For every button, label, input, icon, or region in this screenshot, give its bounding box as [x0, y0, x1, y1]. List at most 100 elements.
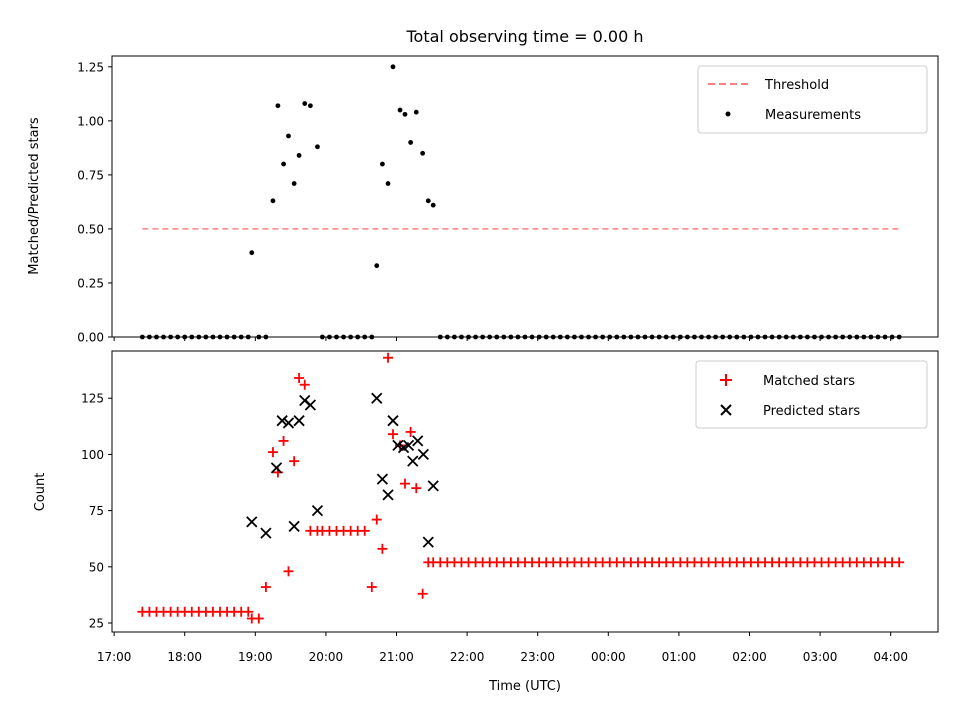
measurement-point: [607, 334, 613, 340]
measurement-point: [727, 334, 733, 340]
measurement-point: [628, 334, 634, 340]
measurement-point: [275, 103, 281, 109]
measurement-point: [642, 334, 648, 340]
predicted-star-point: [407, 455, 419, 467]
measurement-point: [379, 161, 385, 167]
measurement-point: [783, 334, 789, 340]
measurement-point: [663, 334, 669, 340]
measurement-point: [348, 334, 354, 340]
x-tick-label: 02:00: [732, 650, 767, 664]
bottom-y-tick-label: 50: [89, 560, 104, 574]
measurement-point: [826, 334, 831, 340]
bottom-legend: Matched stars Predicted stars: [695, 360, 928, 429]
measurement-point: [302, 101, 308, 106]
measurement-point: [713, 334, 719, 340]
measurement-point: [593, 334, 598, 340]
measurement-point: [390, 64, 396, 70]
predicted-star-point: [417, 448, 429, 461]
measurement-point: [413, 109, 419, 115]
measurement-point: [263, 334, 269, 340]
bottom-y-axis-label: Count: [33, 473, 48, 512]
measurement-point: [420, 150, 426, 156]
measurement-point: [444, 334, 450, 340]
predicted-star-point: [246, 516, 258, 528]
measurement-point: [819, 334, 824, 340]
measurement-point: [494, 334, 500, 340]
measurement-point: [614, 334, 620, 340]
measurement-point: [762, 334, 768, 340]
legend-predicted-swatch: [720, 404, 732, 416]
measurement-point: [692, 334, 697, 340]
measurement-point: [139, 334, 145, 340]
measurement-point: [327, 334, 332, 340]
predicted-star-point: [402, 439, 415, 452]
predicted-star-point: [427, 480, 439, 492]
matched-star-point: [260, 582, 271, 593]
measurement-point: [600, 334, 606, 340]
top-y-tick-label: 0.25: [77, 276, 104, 290]
measurement-point: [425, 198, 431, 204]
matched-star-point: [894, 557, 905, 568]
measurement-point: [196, 334, 202, 340]
measurement-point: [168, 334, 173, 340]
measurement-point: [281, 161, 286, 167]
predicted-star-point: [371, 392, 383, 404]
measurement-point: [847, 334, 853, 340]
measurement-point: [635, 334, 641, 340]
bottom-plot-area: [137, 352, 905, 624]
measurement-point: [522, 334, 528, 340]
matched-star-point: [359, 525, 370, 536]
matched-star-point: [383, 352, 394, 363]
measurement-point: [402, 111, 408, 117]
measurement-point: [621, 334, 627, 340]
top-y-axis-label: Matched/Predicted stars: [27, 117, 42, 275]
measurement-point: [369, 334, 375, 340]
legend-matched-label: Matched stars: [763, 374, 855, 389]
measurement-point: [543, 334, 549, 340]
predicted-star-point: [376, 473, 389, 485]
matched-star-point: [417, 588, 428, 599]
measurement-point: [175, 334, 181, 340]
measurement-point: [210, 334, 216, 340]
measurement-point: [529, 334, 535, 340]
measurement-point: [147, 334, 152, 340]
measurement-point: [319, 334, 325, 340]
measurement-point: [812, 334, 817, 340]
predicted-star-point: [276, 415, 288, 427]
predicted-star-point: [260, 527, 272, 539]
measurement-point: [699, 334, 704, 340]
bottom-panel: 25 50 75 100 125 17:00 18:00 19:00 20:00 21:00 22…: [33, 350, 939, 694]
bottom-x-axis-label: Time (UTC): [488, 679, 561, 694]
measurement-point: [374, 263, 380, 269]
measurement-point: [790, 334, 796, 340]
top-legend-box: [697, 65, 928, 134]
measurement-point: [649, 334, 655, 340]
legend-matched-swatch: [720, 374, 732, 386]
measurement-point: [748, 334, 754, 340]
measurement-point: [217, 334, 223, 340]
measurement-point: [572, 334, 577, 340]
measurement-point: [355, 334, 361, 340]
measurement-point: [769, 334, 775, 340]
predicted-star-point: [412, 435, 424, 447]
measurement-point: [550, 334, 556, 340]
measurement-point: [256, 334, 262, 340]
top-y-tick-label: 0.00: [77, 331, 104, 345]
measurement-point: [557, 334, 563, 340]
x-tick-label: 04:00: [873, 650, 908, 664]
top-panel: 0.00 0.25 0.50 0.75 1.00 1.25 Matched/Predict…: [27, 55, 939, 345]
predicted-star-point: [422, 536, 434, 548]
measurement-point: [459, 334, 464, 340]
measurement-point: [341, 334, 346, 340]
legend-measurements-swatch: [725, 111, 731, 117]
measurement-point: [889, 334, 895, 340]
x-tick-label: 00:00: [591, 650, 626, 664]
measurement-point: [755, 334, 761, 340]
predicted-star-point: [311, 504, 324, 517]
matched-star-point: [243, 606, 254, 617]
measurement-point: [437, 334, 443, 340]
x-tick-label: 23:00: [520, 650, 555, 664]
x-tick-label: 22:00: [450, 650, 485, 664]
measurement-point: [896, 334, 902, 340]
